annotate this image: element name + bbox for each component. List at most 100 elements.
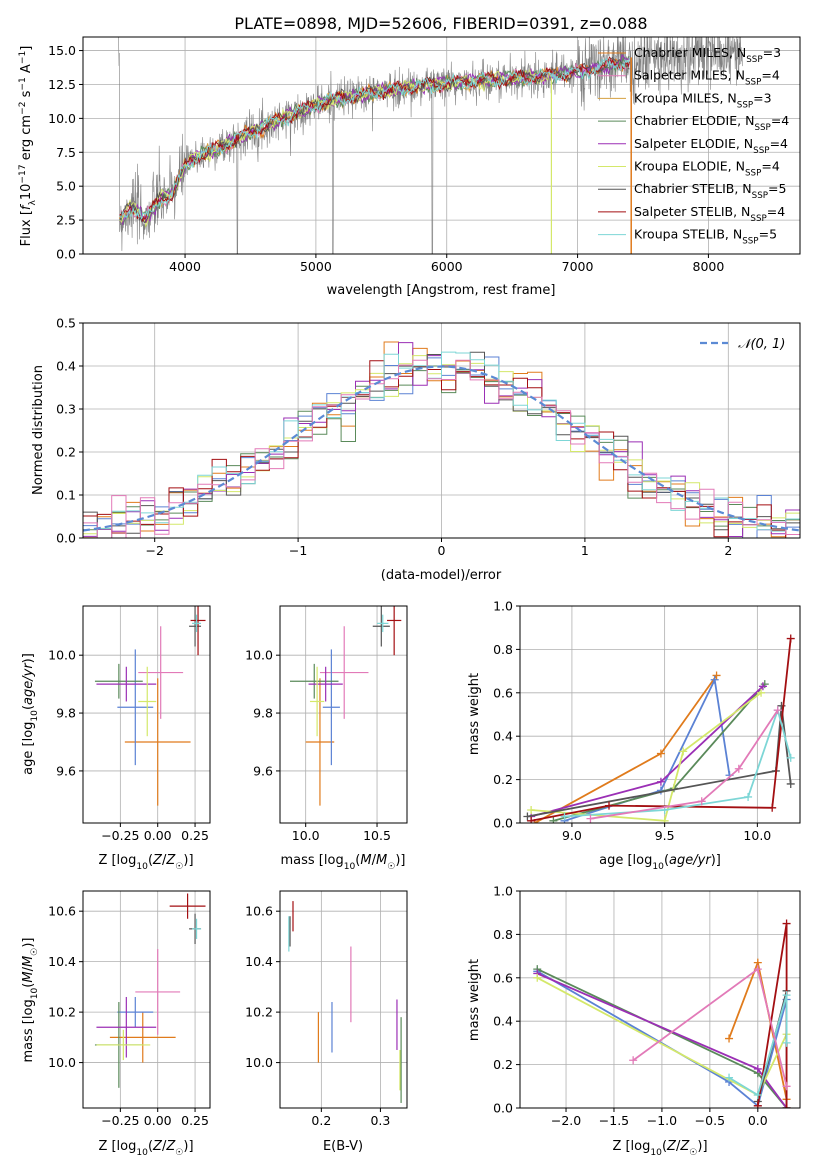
- x-tick-label: 0.3: [370, 1113, 390, 1128]
- y-tick-label: 0.4: [493, 729, 513, 744]
- x-tick-label: 4000: [169, 259, 201, 274]
- y-axis-label: age [log10(age/yr)]: [21, 653, 40, 775]
- label-part: (: [148, 1139, 153, 1154]
- label-part: mass [log: [281, 853, 344, 868]
- label-part: =4: [770, 136, 788, 151]
- y-tick-label: 10.6: [245, 904, 273, 919]
- x-axis-label: mass [log10(M/M☉)]: [281, 853, 406, 872]
- plot-area: [288, 901, 402, 1103]
- label-part: f: [19, 203, 34, 210]
- label-part: λ: [28, 200, 38, 206]
- label-part: (: [662, 1139, 667, 1154]
- y-tick-label: 0.2: [493, 772, 513, 787]
- y-tick-label: 12.5: [48, 77, 76, 92]
- y-tick-label: 10.2: [245, 1005, 273, 1020]
- weight-vs-age-panel: 9.0 9.5 10.0 0.0 0.2 0.4 0.6 0.8 1.0 age [log10(a…: [467, 599, 801, 872]
- x-axis-label: Z [log10(Z/Z☉)]: [612, 1139, 707, 1158]
- residual-histogram-step: [83, 351, 800, 538]
- weight-vs-metallicity-panel: −2.0 −1.5 −1.0 −0.5 0.0 0.0 0.2 0.4 0.6 0.8 1.0 Z […: [467, 884, 801, 1158]
- y-tick-label: 1.0: [493, 884, 513, 899]
- weight-point-marker: [712, 671, 721, 680]
- label-part: SSP: [742, 237, 758, 247]
- legend-label: Salpeter MILES, NSSP=4: [634, 68, 780, 88]
- label-part: M: [21, 971, 36, 982]
- label-part: )]: [21, 938, 36, 948]
- weight-point-marker: [786, 753, 795, 762]
- weight-point-marker: [753, 965, 762, 974]
- weight-point-marker: [782, 1082, 791, 1091]
- weight-point-marker: [782, 991, 791, 1000]
- label-part: /: [162, 853, 167, 868]
- label-part: erg cm: [19, 115, 34, 164]
- y-tick-label: 1.0: [493, 599, 513, 614]
- weight-point-marker: [782, 1038, 791, 1047]
- weight-point-marker: [679, 747, 688, 756]
- label-part: Salpeter STELIB, N: [634, 204, 750, 219]
- weight-series-line: [527, 705, 792, 818]
- y-tick-label: 9.8: [56, 706, 76, 721]
- label-part: −1: [18, 51, 28, 64]
- y-tick-label: 0.2: [493, 1057, 513, 1072]
- label-part: SSP: [745, 78, 761, 88]
- plot-area: [94, 893, 206, 1088]
- label-part: Z [log: [98, 853, 136, 868]
- x-tick-label: 0.2: [311, 1113, 331, 1128]
- label-part: )]: [183, 1139, 193, 1154]
- weight-point-marker: [773, 706, 782, 715]
- weight-point-marker: [768, 803, 777, 812]
- y-tick-label: 0.6: [493, 685, 513, 700]
- legend-label: Kroupa ELODIE, NSSP=4: [634, 159, 780, 179]
- x-axis-label: (data-model)/error: [381, 568, 502, 583]
- label-part: SSP: [754, 123, 770, 133]
- plot-area: [523, 634, 795, 823]
- x-tick-label: 7000: [562, 259, 594, 274]
- axes-overlay: −2 −1 0 1 2 0.0 0.1 0.2 0.3 0.4 0.5 𝒩(0, 1) (data-mo…: [31, 316, 801, 583]
- legend-label: Salpeter STELIB, NSSP=4: [634, 204, 785, 224]
- weight-point-marker: [753, 1090, 762, 1099]
- axes-overlay: 9.0 9.5 10.0 0.0 0.2 0.4 0.6 0.8 1.0 age [log10(a…: [467, 599, 801, 872]
- x-axis-label: age [log10(age/yr)]: [599, 853, 721, 872]
- weight-point-marker: [656, 749, 665, 758]
- y-tick-label: 10.4: [48, 954, 76, 969]
- weight-point-marker: [523, 812, 532, 821]
- plot-area: [289, 606, 402, 806]
- label-part: ☉: [175, 1148, 183, 1158]
- label-part: (: [664, 853, 669, 868]
- weight-point-marker: [533, 973, 542, 982]
- label-part: )]: [697, 1139, 707, 1154]
- legend-label: Chabrier MILES, NSSP=3: [634, 45, 781, 65]
- y-tick-label: 10.0: [245, 648, 273, 663]
- y-tick-label: 0.4: [493, 1014, 513, 1029]
- weight-point-marker: [753, 1064, 762, 1073]
- x-tick-label: −0.25: [101, 1113, 139, 1128]
- axes-frame: [279, 890, 408, 1109]
- x-tick-label: 9.0: [562, 828, 582, 843]
- x-tick-label: 10.0: [292, 828, 320, 843]
- x-tick-label: 2: [724, 543, 732, 558]
- x-axis-label: E(B-V): [323, 1139, 363, 1154]
- label-part: Z [log: [612, 1139, 650, 1154]
- label-part: Kroupa STELIB, N: [634, 227, 742, 242]
- label-part: /: [21, 966, 36, 971]
- label-part: age/yr: [669, 853, 712, 868]
- y-tick-label: 15.0: [48, 43, 76, 58]
- label-part: 10: [30, 710, 40, 722]
- y-tick-label: 0.3: [56, 402, 76, 417]
- y-tick-label: 9.6: [253, 763, 273, 778]
- y-tick-label: 9.6: [56, 763, 76, 778]
- label-part: (: [148, 853, 153, 868]
- axes-frame: [82, 890, 211, 1109]
- weight-point-marker: [786, 634, 795, 643]
- weight-point-marker: [656, 777, 665, 786]
- x-tick-label: 10.0: [743, 828, 771, 843]
- label-part: /: [676, 1139, 681, 1154]
- label-part: =4: [761, 68, 779, 83]
- label-part: ☉: [689, 1148, 697, 1158]
- axes-overlay: 0.2 0.3 10.0 10.2 10.4 10.6 E(B-V): [245, 890, 408, 1154]
- label-part: ☉: [175, 862, 183, 872]
- label-part: ☉: [30, 948, 40, 956]
- weight-point-marker: [744, 792, 753, 801]
